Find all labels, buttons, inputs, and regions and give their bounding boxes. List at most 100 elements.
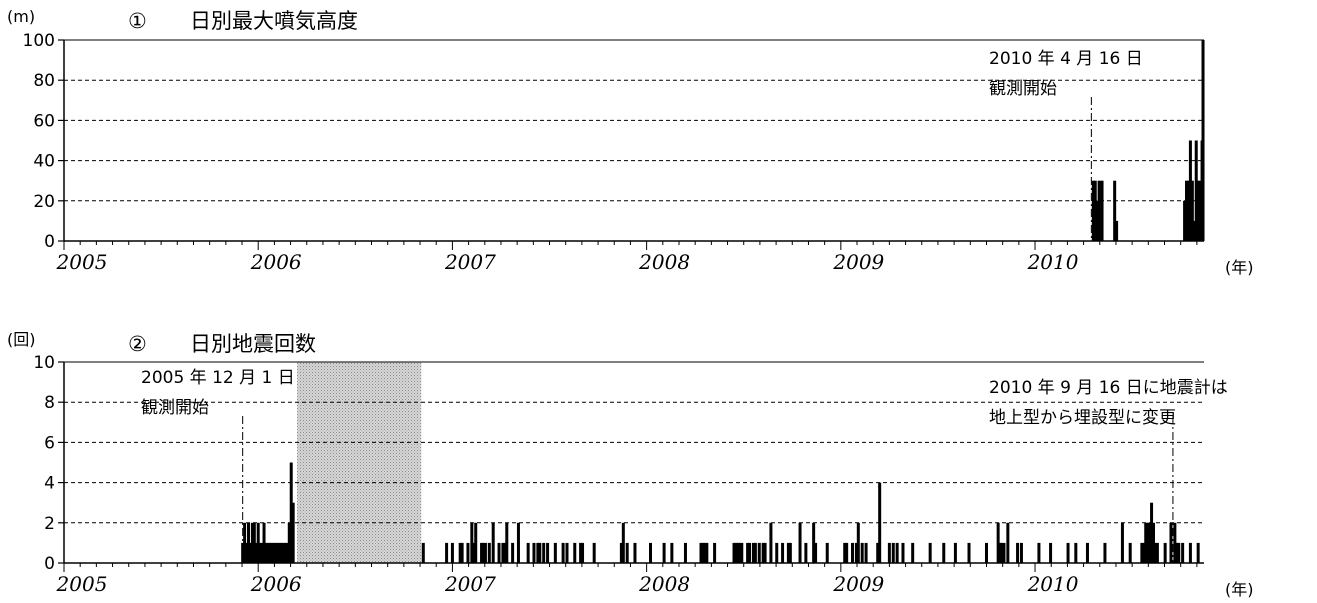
y-tick-label: 100: [23, 31, 55, 51]
data-bar: [497, 542, 501, 563]
data-bar: [1066, 542, 1070, 563]
data-bar: [287, 522, 291, 563]
data-bar: [1163, 542, 1167, 563]
data-bar: [788, 542, 792, 563]
data-bar: [953, 542, 957, 563]
data-bar: [1006, 522, 1010, 563]
data-bar: [967, 542, 971, 563]
data-bar: [732, 542, 736, 563]
data-bar: [501, 542, 505, 563]
data-bar: [480, 542, 484, 563]
data-bar: [854, 542, 858, 563]
data-bar: [1097, 180, 1101, 241]
data-bar: [798, 522, 802, 563]
data-bar: [258, 542, 262, 563]
data-bar: [1155, 542, 1159, 563]
data-bar: [713, 542, 717, 563]
data-bar: [1100, 180, 1104, 241]
data-bar: [804, 542, 808, 563]
data-bar: [748, 542, 752, 563]
data-bar: [1095, 200, 1099, 241]
chart-title: 日別地震回数: [190, 332, 316, 356]
data-bar: [1000, 542, 1004, 563]
data-bar: [786, 542, 790, 563]
data-bar: [1016, 542, 1020, 563]
data-bar: [891, 542, 895, 563]
data-bar: [984, 542, 988, 563]
data-bar: [266, 542, 270, 563]
data-bar: [1201, 40, 1205, 241]
data-bar: [878, 482, 882, 563]
x-tick-label: 2007: [444, 572, 496, 596]
x-tick-label: 2008: [638, 572, 690, 596]
data-bar: [470, 522, 474, 563]
data-bar: [536, 542, 540, 563]
data-bar: [483, 542, 487, 563]
annotation-line: 地上型から埋設型に変更: [989, 408, 1176, 428]
data-bar: [1188, 542, 1192, 563]
shaded-period-1: [297, 362, 422, 563]
data-bar: [256, 522, 260, 563]
x-tick-label: 2006: [250, 250, 302, 274]
data-bar: [283, 542, 287, 563]
x-axis-unit: (年): [1225, 258, 1254, 277]
data-bar: [812, 522, 816, 563]
data-bar: [272, 542, 276, 563]
data-bar: [250, 522, 254, 563]
data-bar: [466, 542, 470, 563]
data-bar: [546, 542, 550, 563]
data-bar: [662, 542, 666, 563]
data-bar: [289, 462, 293, 563]
data-bar: [845, 542, 849, 563]
data-bar: [683, 542, 687, 563]
data-bar: [1177, 542, 1181, 563]
data-bar: [264, 542, 268, 563]
data-bar: [1093, 180, 1097, 241]
data-bar: [276, 542, 280, 563]
chart-1: (m) ① 日別最大噴気高度 0 20 40 60 80 100 2010 年 4 月 16 日観…: [7, 7, 1254, 277]
y-tick-label: 40: [33, 152, 55, 172]
y-tick-label: 60: [33, 111, 55, 131]
data-bar: [763, 542, 767, 563]
data-bar: [1173, 522, 1177, 563]
data-bar: [781, 542, 785, 563]
data-bar: [1188, 140, 1192, 241]
data-bar: [491, 522, 495, 563]
x-tick-label: 2008: [638, 250, 690, 274]
data-bar: [705, 542, 709, 563]
annotation-line: 観測開始: [989, 79, 1057, 99]
data-bar: [843, 542, 847, 563]
data-bar: [1198, 180, 1202, 241]
y-tick-label: 0: [44, 232, 55, 252]
data-bar: [876, 542, 880, 563]
data-bar: [1103, 542, 1107, 563]
y-tick-label: 10: [33, 353, 55, 373]
x-tick-label: 2010: [1027, 572, 1079, 596]
data-bar: [814, 542, 818, 563]
annotation-line: 観測開始: [141, 398, 209, 418]
data-bar: [1144, 522, 1148, 563]
y-tick-label: 20: [33, 192, 55, 212]
y-tick-label: 8: [44, 393, 55, 413]
chart-number: ①: [128, 9, 147, 33]
data-bar: [280, 542, 284, 563]
data-bar: [775, 542, 779, 563]
data-bar: [487, 542, 491, 563]
data-bar: [887, 542, 891, 563]
x-tick-label: 2005: [56, 572, 108, 596]
data-bar: [246, 522, 250, 563]
data-bar: [740, 542, 744, 563]
data-bar: [901, 542, 905, 563]
data-bar: [248, 542, 252, 563]
x-axis-unit: (年): [1225, 580, 1254, 599]
data-bar: [532, 542, 536, 563]
data-bar: [565, 542, 569, 563]
y-axis-unit: (m): [7, 7, 35, 26]
x-tick-label: 2009: [832, 572, 884, 596]
annotation-line: 2010 年 9 月 16 日に地震計は: [989, 378, 1228, 398]
data-bar: [516, 522, 520, 563]
data-bar: [670, 542, 674, 563]
data-bar: [734, 542, 738, 563]
data-bar: [746, 542, 750, 563]
